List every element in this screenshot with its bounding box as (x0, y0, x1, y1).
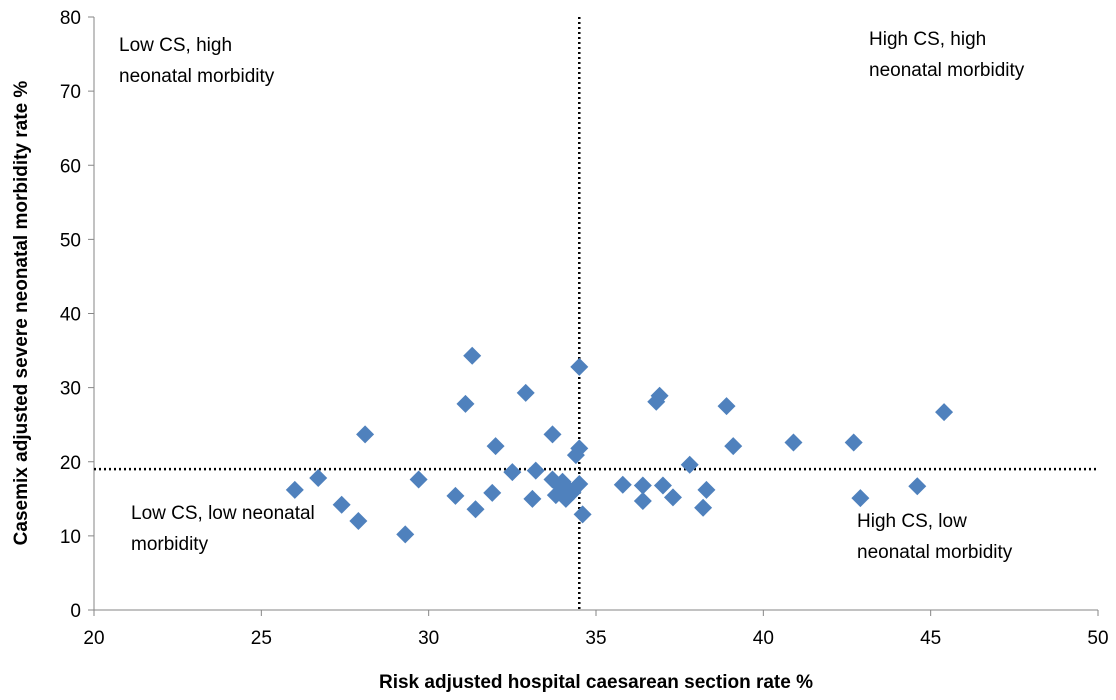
data-point (285, 480, 304, 499)
y-tick-label: 10 (60, 527, 81, 548)
data-point (724, 437, 743, 456)
data-point (463, 346, 482, 365)
y-tick-label: 80 (60, 8, 81, 29)
x-tick-label: 35 (585, 628, 606, 649)
data-point (784, 433, 803, 452)
data-point (717, 397, 736, 416)
y-tick-label: 60 (60, 156, 81, 177)
data-point (483, 483, 502, 502)
data-point (523, 489, 542, 508)
data-point (570, 474, 589, 493)
data-point (332, 495, 351, 514)
x-tick-label: 40 (753, 628, 774, 649)
x-tick-label: 25 (251, 628, 272, 649)
y-tick-label: 50 (60, 230, 81, 251)
data-point (570, 439, 589, 458)
data-point (697, 480, 716, 499)
data-point (466, 500, 485, 519)
data-point (409, 470, 428, 489)
x-axis-title: Risk adjusted hospital caesarean section… (379, 672, 813, 693)
data-point (396, 525, 415, 544)
data-point (935, 403, 954, 422)
data-point (446, 486, 465, 505)
data-point (356, 425, 375, 444)
x-tick-label: 50 (1087, 628, 1108, 649)
data-point (844, 433, 863, 452)
data-point (349, 512, 368, 531)
x-tick-label: 20 (83, 628, 104, 649)
y-axis-title: Casemix adjusted severe neonatal morbidi… (11, 81, 32, 546)
data-point (503, 463, 522, 482)
data-point (309, 469, 328, 488)
quadrant-label-bottom-right: High CS, low neonatal morbidity (857, 511, 1013, 563)
data-point (516, 383, 535, 402)
y-tick-label: 20 (60, 453, 81, 474)
data-point (570, 357, 589, 376)
data-point (526, 461, 545, 480)
data-point (633, 476, 652, 495)
data-point (456, 394, 475, 413)
y-tick-label: 0 (70, 601, 81, 622)
data-point (633, 492, 652, 511)
data-point (653, 476, 672, 495)
quadrant-label-bottom-left: Low CS, low neonatal morbidity (131, 503, 320, 555)
x-tick-label: 30 (418, 628, 439, 649)
quadrant-label-top-left: Low CS, high neonatal morbidity (119, 35, 275, 87)
data-point (680, 455, 699, 474)
data-point (908, 477, 927, 496)
data-point (543, 425, 562, 444)
data-point (851, 489, 870, 508)
y-tick-label: 70 (60, 82, 81, 103)
data-point (663, 488, 682, 507)
data-point (694, 498, 713, 517)
y-tick-label: 40 (60, 305, 81, 326)
y-tick-label: 30 (60, 379, 81, 400)
data-point (650, 386, 669, 405)
data-point (486, 437, 505, 456)
quadrant-label-top-right: High CS, high neonatal morbidity (869, 29, 1025, 81)
x-tick-label: 45 (920, 628, 941, 649)
data-point (613, 475, 632, 494)
data-point (573, 505, 592, 524)
